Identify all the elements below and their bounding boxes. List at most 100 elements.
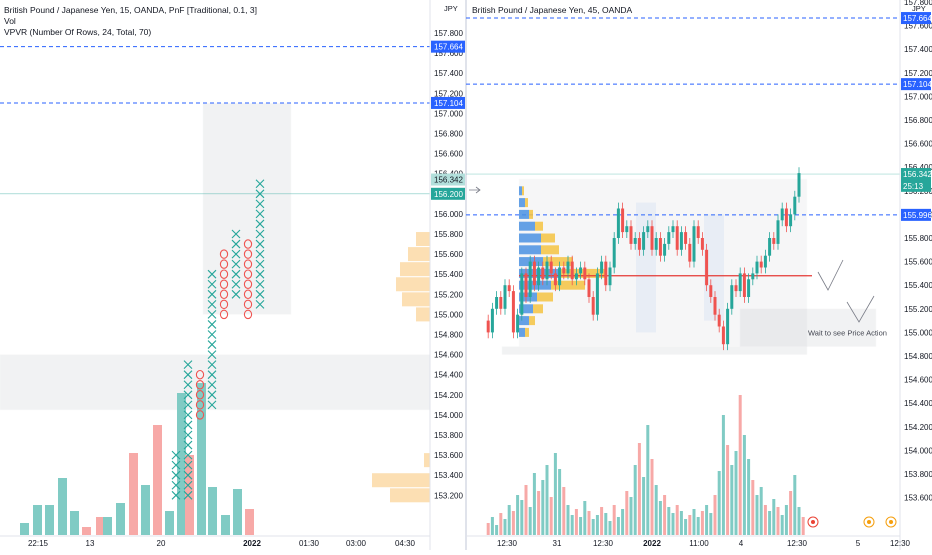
candle-body xyxy=(503,285,507,309)
vpvr-bar xyxy=(529,316,535,326)
volume-bar xyxy=(637,443,641,535)
pnf-x-mark xyxy=(207,370,217,380)
volume-bar xyxy=(776,507,780,535)
time-tick-label: 01:30 xyxy=(299,539,320,548)
candle-body xyxy=(629,226,633,244)
pnf-chart[interactable]: 157.800 157.600 157.400 157.200 157.000 156.8… xyxy=(0,0,466,550)
volume-bar xyxy=(621,509,625,535)
pnf-x-mark xyxy=(207,360,217,370)
candle-body xyxy=(549,261,553,274)
vpvr-bar xyxy=(541,245,559,255)
volume-bar xyxy=(566,505,570,535)
candle-body xyxy=(709,285,713,297)
vpvr-indicator-label: VPVR (Number Of Rows, 24, Total, 70) xyxy=(4,27,152,37)
pnf-x-mark xyxy=(171,490,181,500)
price-badge-label: 156.342 xyxy=(434,176,463,185)
time-tick-label: 12:30 xyxy=(787,539,808,548)
volume-bar xyxy=(495,525,499,535)
pnf-o-mark xyxy=(195,369,205,380)
price-tick-label: 154.000 xyxy=(904,446,932,455)
price-tick-label: 153.200 xyxy=(434,491,463,500)
candle-body xyxy=(738,273,742,292)
price-badge-label: 156.200 xyxy=(434,190,463,199)
pnf-chart-pane[interactable]: 157.800 157.600 157.400 157.200 157.000 156.8… xyxy=(0,0,466,550)
volume-bar xyxy=(499,513,503,535)
time-tick-label: 4 xyxy=(739,539,744,548)
projection-path xyxy=(846,295,875,323)
candle-body xyxy=(747,279,751,297)
candle-body xyxy=(780,208,784,221)
price-tick-label: 153.800 xyxy=(434,431,463,440)
volume-indicator-label: Vol xyxy=(4,16,16,26)
projection-path xyxy=(817,259,844,291)
volume-bar xyxy=(612,505,616,535)
volume-bar xyxy=(116,503,125,535)
pnf-x-mark xyxy=(183,410,193,420)
candle-body xyxy=(650,226,654,250)
volume-bar xyxy=(490,517,494,535)
price-badge-label: 155.996 xyxy=(903,211,932,220)
price-tick-label: 153.400 xyxy=(434,471,463,480)
pnf-x-mark xyxy=(183,400,193,410)
candle-body xyxy=(511,291,515,333)
candle-chart-title: British Pound / Japanese Yen, 45, OANDA xyxy=(472,5,633,15)
price-badge xyxy=(431,96,465,109)
pnf-x-mark xyxy=(255,229,265,239)
vpvr-bar xyxy=(519,209,529,219)
vpvr-bar xyxy=(416,232,430,247)
volume-bar xyxy=(177,393,186,535)
pnf-x-mark xyxy=(255,299,265,309)
candle-body xyxy=(730,285,734,309)
candle-body xyxy=(696,226,700,238)
pnf-x-mark xyxy=(255,249,265,259)
pnf-o-mark xyxy=(243,279,253,289)
vpvr-bar xyxy=(519,186,522,196)
vpvr-bar xyxy=(519,292,537,302)
pnf-x-mark xyxy=(231,279,241,289)
volume-bar xyxy=(82,527,91,535)
pane-divider[interactable] xyxy=(465,0,467,550)
volume-bar xyxy=(579,517,583,535)
vpvr-bar xyxy=(551,280,585,290)
candlestick-chart-pane[interactable]: Wait to see Price Action 157.800 157.600 15… xyxy=(466,0,932,550)
volume-bar xyxy=(574,509,578,535)
pnf-x-mark xyxy=(255,179,265,189)
volume-bar xyxy=(129,453,138,535)
volume-bar xyxy=(545,465,549,535)
price-tick-label: 155.800 xyxy=(434,230,463,239)
vpvr-bar xyxy=(372,473,430,488)
price-badge xyxy=(901,78,931,91)
pnf-x-mark xyxy=(231,249,241,259)
pnf-o-mark xyxy=(195,410,205,420)
price-tick-label: 157.800 xyxy=(904,0,932,7)
price-tick-label: 154.600 xyxy=(434,351,463,360)
price-badge xyxy=(901,12,931,25)
volume-bar xyxy=(684,519,688,535)
candle-body xyxy=(587,279,591,297)
pnf-o-mark xyxy=(243,289,253,300)
candle-body xyxy=(713,297,717,315)
pnf-x-mark xyxy=(183,450,193,460)
volume-bar xyxy=(153,425,162,535)
volume-bar xyxy=(486,523,490,535)
price-badge-label: 157.104 xyxy=(903,80,932,89)
candlestick-chart[interactable]: Wait to see Price Action157.800157.60015… xyxy=(466,0,932,550)
volume-bar xyxy=(633,465,637,535)
pnf-x-mark xyxy=(255,219,265,229)
candle-body xyxy=(688,243,692,262)
pnf-x-mark xyxy=(231,239,241,249)
volume-bar xyxy=(721,415,725,535)
volume-bar xyxy=(629,497,633,535)
price-tick-label: 157.000 xyxy=(904,92,932,101)
pnf-o-mark xyxy=(219,309,229,320)
candle-body xyxy=(490,308,494,333)
time-tick-label: 31 xyxy=(553,539,562,548)
candle-body xyxy=(595,273,599,315)
time-tick-label: 13 xyxy=(86,539,95,548)
pnf-x-mark xyxy=(255,209,265,219)
price-tick-label: 157.200 xyxy=(904,69,932,78)
pnf-x-mark xyxy=(171,450,181,460)
volume-bar xyxy=(511,511,515,535)
event-icon-dot xyxy=(889,520,893,524)
vpvr-bar xyxy=(541,233,555,243)
